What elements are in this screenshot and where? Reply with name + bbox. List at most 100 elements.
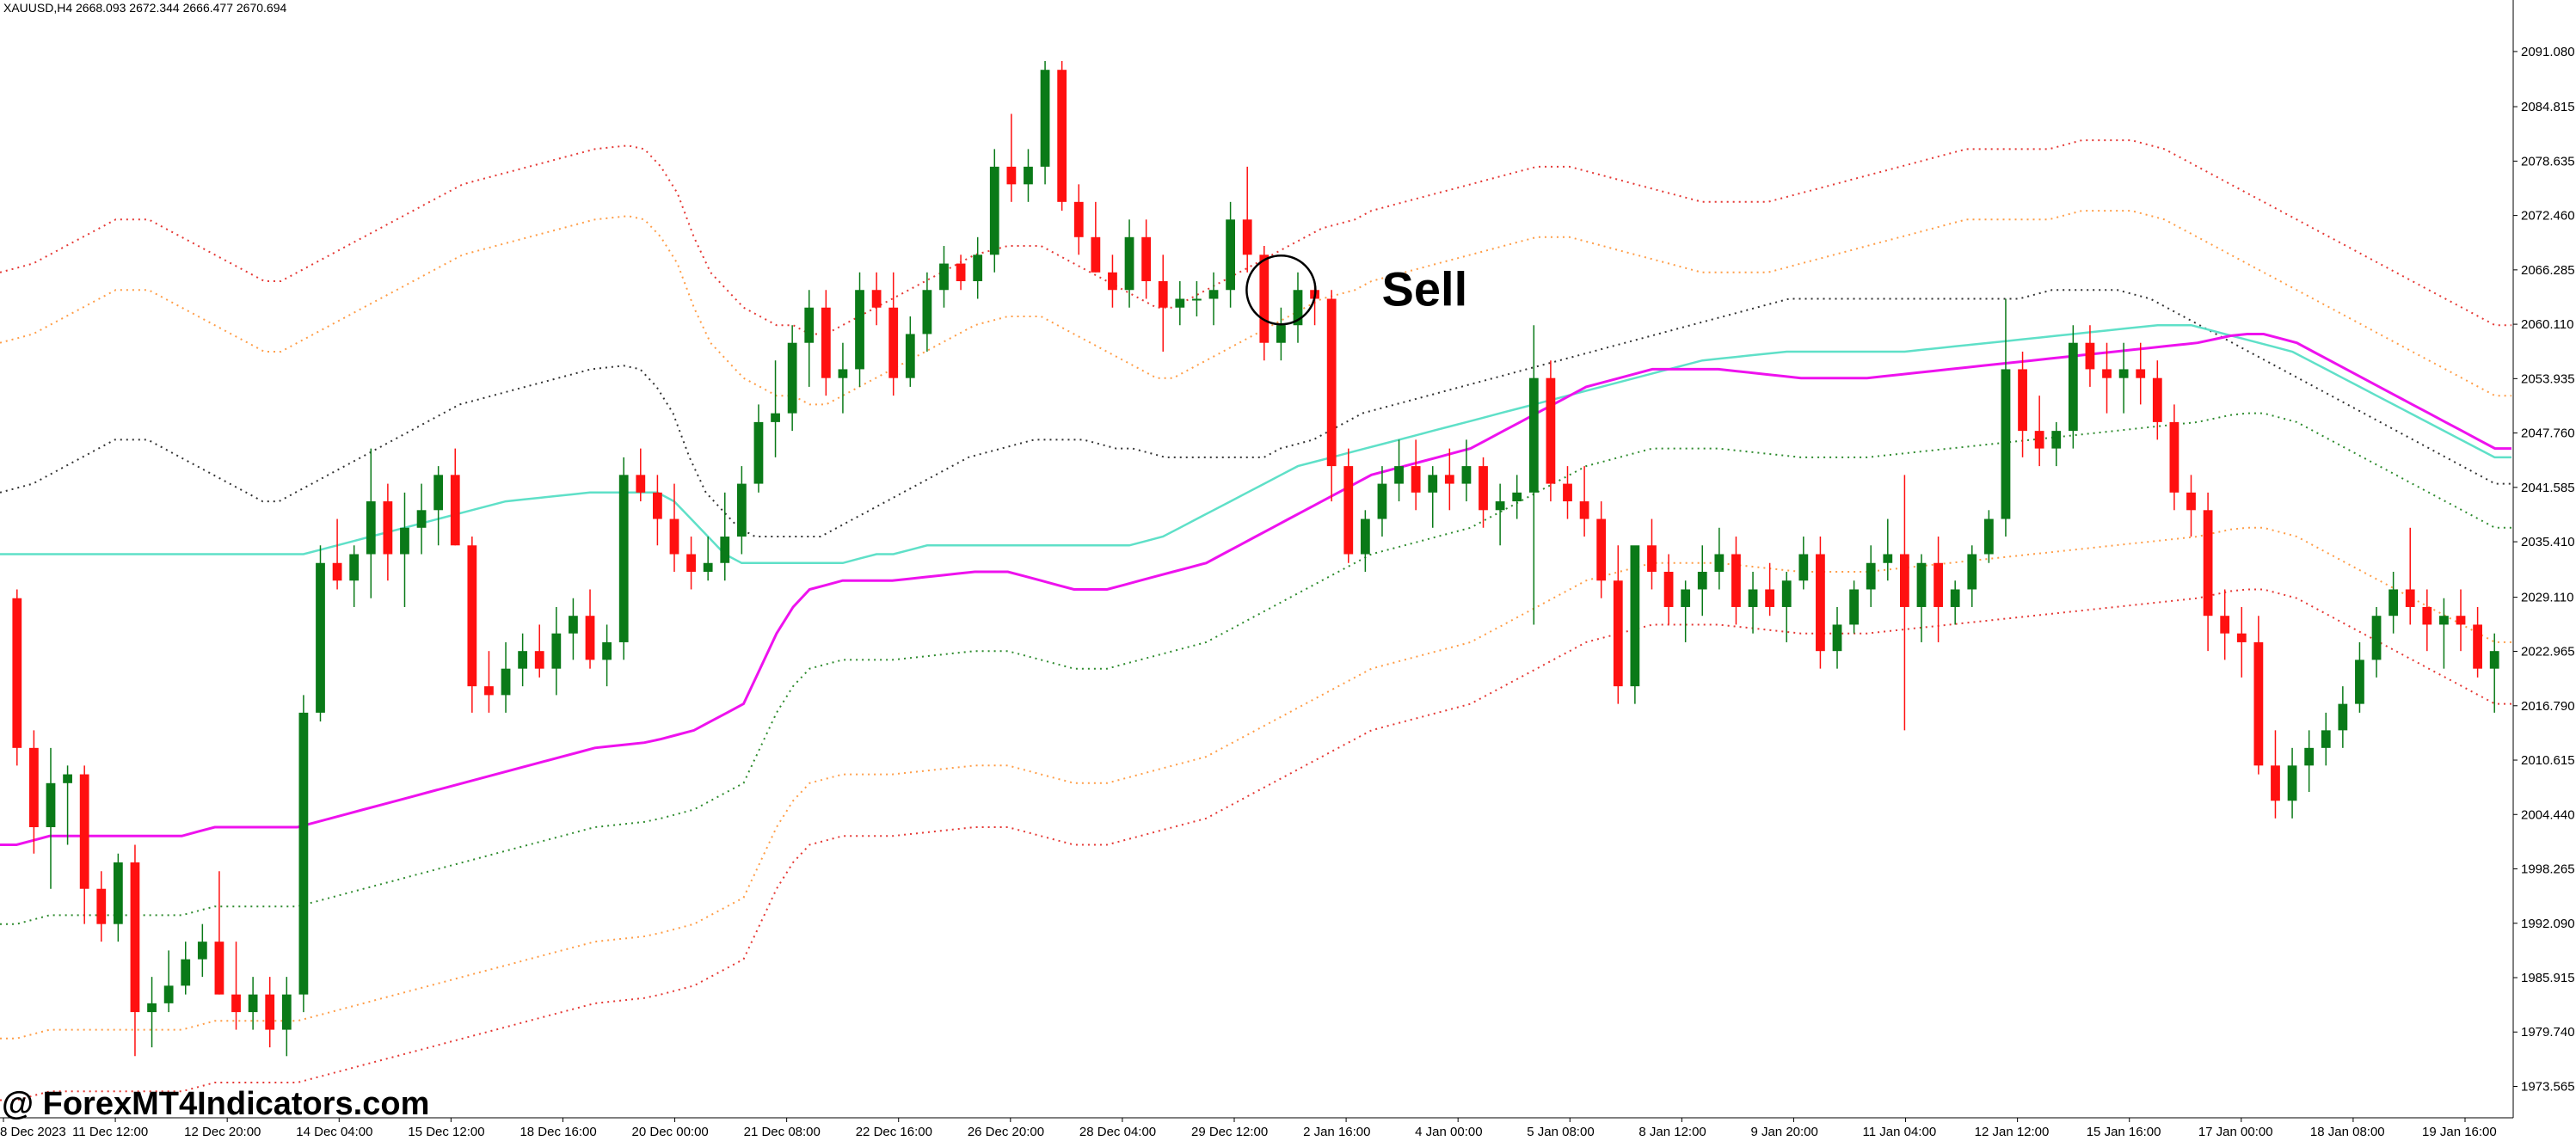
candle-bullish[interactable] (1967, 545, 1977, 607)
candle-bearish[interactable] (1563, 466, 1572, 519)
candle-bearish[interactable] (2152, 360, 2162, 440)
candle-bullish[interactable] (736, 466, 747, 555)
candle-bullish[interactable] (1781, 572, 1792, 642)
candle-bearish[interactable] (2422, 589, 2432, 652)
candle-bearish[interactable] (1900, 475, 1909, 731)
candle-bearish[interactable] (1444, 448, 1454, 511)
candle-bullish[interactable] (2304, 730, 2315, 793)
candle-bullish[interactable] (1798, 537, 1809, 590)
candle-bullish[interactable] (855, 272, 864, 387)
candle-bullish[interactable] (787, 325, 797, 432)
candle-bullish[interactable] (1377, 466, 1387, 537)
candle-bullish[interactable] (602, 624, 612, 687)
candle-bullish[interactable] (113, 853, 123, 942)
candle-bearish[interactable] (2136, 342, 2146, 405)
candle-bullish[interactable] (551, 606, 562, 696)
candle-bullish[interactable] (2051, 421, 2062, 467)
candle-bullish[interactable] (433, 466, 444, 546)
candle-bullish[interactable] (973, 236, 983, 299)
candle-bullish[interactable] (1428, 466, 1438, 528)
candle-bullish[interactable] (905, 316, 915, 387)
candle-bearish[interactable] (79, 765, 89, 924)
candle-bullish[interactable] (1630, 545, 1640, 704)
candle-bearish[interactable] (332, 518, 342, 590)
candle-bullish[interactable] (2287, 747, 2297, 819)
candle-bullish[interactable] (939, 246, 949, 308)
candle-bullish[interactable] (316, 545, 325, 722)
candle-bearish[interactable] (484, 651, 494, 713)
candle-bearish[interactable] (1242, 166, 1252, 273)
candle-bullish[interactable] (163, 950, 174, 1013)
candle-bullish[interactable] (2355, 641, 2364, 713)
candle-bullish[interactable] (2388, 572, 2399, 634)
candle-bullish[interactable] (1360, 510, 1370, 572)
candle-bearish[interactable] (2253, 616, 2264, 775)
candle-bearish[interactable] (1073, 184, 1084, 255)
candle-bearish[interactable] (1613, 545, 1623, 704)
candle-bullish[interactable] (1394, 439, 1404, 502)
candle-bearish[interactable] (1141, 219, 1152, 299)
candle-bullish[interactable] (1040, 60, 1050, 185)
candle-bearish[interactable] (12, 589, 22, 766)
candle-bearish[interactable] (2405, 527, 2415, 625)
candle-bearish[interactable] (1731, 537, 1741, 625)
candle-bullish[interactable] (1293, 272, 1303, 343)
candle-bearish[interactable] (2034, 396, 2044, 467)
candle-bearish[interactable] (888, 272, 899, 396)
candle-bullish[interactable] (501, 641, 511, 713)
candle-bearish[interactable] (467, 537, 477, 713)
candle-bearish[interactable] (956, 255, 966, 291)
candle-bullish[interactable] (989, 149, 999, 273)
candle-bearish[interactable] (636, 448, 646, 502)
candle-bearish[interactable] (1006, 113, 1017, 202)
candle-bearish[interactable] (585, 589, 595, 669)
candle-bearish[interactable] (534, 624, 544, 678)
candle-bearish[interactable] (1091, 201, 1101, 273)
candle-bullish[interactable] (838, 342, 848, 414)
candle-bullish[interactable] (2338, 686, 2348, 748)
candle-bearish[interactable] (96, 871, 107, 942)
candle-bullish[interactable] (46, 747, 56, 889)
candle-bullish[interactable] (1124, 219, 1134, 308)
candle-bearish[interactable] (1647, 518, 1657, 590)
candle-bearish[interactable] (2271, 730, 2280, 819)
candle-bullish[interactable] (1192, 281, 1202, 316)
candle-bearish[interactable] (2456, 589, 2466, 652)
candle-bullish[interactable] (1714, 527, 1725, 590)
candle-bullish[interactable] (298, 695, 309, 1013)
candle-bearish[interactable] (130, 844, 140, 1057)
candle-bullish[interactable] (2001, 298, 2011, 537)
candle-bearish[interactable] (821, 290, 831, 396)
candle-bearish[interactable] (1108, 255, 1117, 308)
candle-bullish[interactable] (2489, 633, 2499, 713)
candle-bearish[interactable] (1158, 255, 1168, 352)
candle-bearish[interactable] (265, 977, 275, 1048)
candle-bullish[interactable] (618, 457, 629, 660)
candle-bearish[interactable] (669, 483, 679, 572)
candle-bearish[interactable] (231, 942, 241, 1030)
candle-bearish[interactable] (214, 871, 224, 995)
candle-bearish[interactable] (1057, 60, 1067, 212)
candle-bullish[interactable] (1512, 475, 1522, 519)
candle-bullish[interactable] (1495, 483, 1505, 546)
candle-bullish[interactable] (1983, 510, 1994, 563)
candle-bullish[interactable] (1681, 580, 1691, 642)
candle-bullish[interactable] (416, 483, 427, 555)
candle-bullish[interactable] (2068, 325, 2078, 449)
candle-bullish[interactable] (2439, 598, 2449, 669)
candle-bullish[interactable] (248, 977, 258, 1030)
candle-bearish[interactable] (2085, 325, 2095, 387)
candle-bearish[interactable] (2203, 492, 2213, 652)
candle-bearish[interactable] (2473, 606, 2482, 678)
candle-bullish[interactable] (518, 633, 528, 687)
candle-bearish[interactable] (2220, 589, 2230, 660)
candle-bullish[interactable] (1832, 606, 1842, 669)
candle-bearish[interactable] (1479, 457, 1488, 528)
candle-bullish[interactable] (181, 942, 191, 995)
candle-bullish[interactable] (349, 545, 360, 607)
candle-bearish[interactable] (2169, 404, 2179, 511)
candle-bearish[interactable] (1663, 554, 1674, 625)
candle-bearish[interactable] (653, 475, 662, 546)
